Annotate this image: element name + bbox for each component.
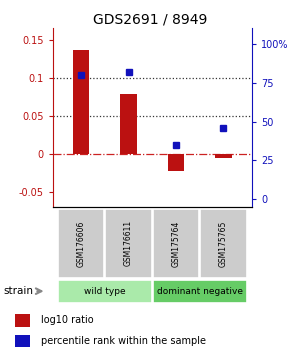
Text: GSM176611: GSM176611: [124, 220, 133, 267]
Bar: [153, 280, 247, 303]
Bar: [58, 280, 152, 303]
Text: percentile rank within the sample: percentile rank within the sample: [41, 336, 206, 346]
Text: GSM176606: GSM176606: [76, 220, 85, 267]
Bar: [200, 209, 247, 278]
Bar: [73, 50, 89, 154]
Bar: [15, 335, 30, 347]
Text: GDS2691 / 8949: GDS2691 / 8949: [93, 12, 207, 27]
Bar: [105, 209, 152, 278]
Text: log10 ratio: log10 ratio: [41, 315, 94, 325]
Bar: [153, 209, 199, 278]
Text: wild type: wild type: [84, 287, 126, 296]
Text: strain: strain: [3, 286, 33, 296]
Text: dominant negative: dominant negative: [157, 287, 243, 296]
Text: GSM175764: GSM175764: [172, 220, 181, 267]
Bar: [15, 314, 30, 326]
Bar: [58, 209, 104, 278]
Bar: [215, 154, 232, 158]
Text: GSM175765: GSM175765: [219, 220, 228, 267]
Bar: [168, 154, 184, 171]
Bar: [120, 94, 137, 154]
